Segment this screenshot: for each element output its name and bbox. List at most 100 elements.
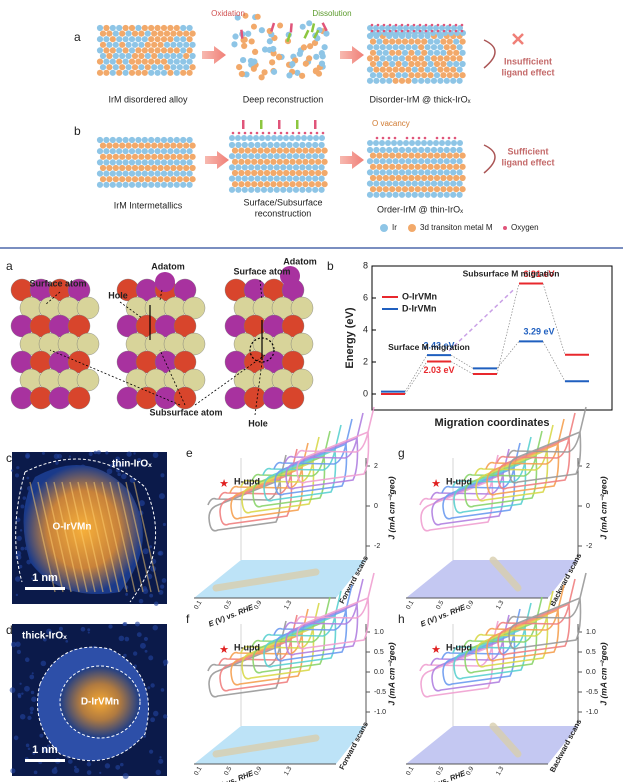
atom [116,159,123,166]
arrow [340,46,364,64]
noise [155,769,161,775]
atom [286,153,293,160]
atom [369,38,377,45]
atom [414,72,421,79]
atom [437,158,444,165]
atom [109,181,116,188]
noise [42,637,47,642]
label: Dissolution [312,9,351,18]
atom [408,49,415,56]
atom [451,140,457,146]
atom [96,181,104,188]
atom [418,55,425,62]
atom [386,55,393,62]
atom [163,176,171,183]
atom [415,25,421,31]
atom [148,159,155,166]
cv-curve [284,412,364,490]
atom [119,153,126,160]
atom [433,25,439,31]
image-letter: d [6,623,13,637]
atom [273,175,280,182]
atom [424,55,431,62]
atom [308,181,315,188]
atom [424,169,431,176]
value-label: 6.91 eV [523,269,554,279]
atom [103,36,110,43]
label: Subsurface atom [149,407,222,417]
atom [366,55,374,62]
atom [301,135,307,141]
atom [403,140,409,146]
annotation: Subsurface M migration [463,268,560,278]
noise [158,493,165,500]
atom [99,164,107,172]
scan-arrow [212,568,320,592]
atom [128,136,136,144]
lattice [109,481,136,593]
atom [170,41,177,48]
atom [160,47,168,54]
atom [157,41,164,48]
atom [443,77,450,84]
atom [176,142,183,149]
atom [144,142,151,149]
atom [411,158,418,165]
panel-letter: g [398,446,405,460]
atom [382,152,389,159]
atom [369,60,377,68]
atom [385,25,391,31]
atom [148,181,155,188]
oxygen [382,29,386,33]
cv-curve [284,578,364,656]
atom [405,44,412,51]
oxygen [442,23,446,27]
atom [151,153,158,160]
atom [151,142,158,149]
oxygen [423,136,427,140]
oxygen [418,23,422,27]
atom [379,158,386,165]
atom [99,153,107,160]
atom [401,60,409,68]
atom [443,158,450,165]
atom [424,180,431,187]
atom [141,47,148,54]
atom [135,159,142,166]
atom [186,24,193,32]
atom [250,65,257,72]
atom [241,164,248,171]
atom [295,158,303,165]
atom [160,69,168,76]
floor [406,560,578,598]
atom [189,41,196,48]
noise [134,621,140,627]
atom [437,191,444,198]
sphere [290,296,314,320]
atom [260,141,268,149]
arrows [149,305,263,360]
atom [302,158,309,165]
atom [103,136,110,144]
atom [392,44,399,51]
atom [319,53,326,60]
noise [93,450,98,455]
atom [294,69,301,76]
atom [312,67,320,74]
noise [115,456,121,462]
atom [389,163,396,170]
noise [26,476,30,480]
atom [167,136,174,144]
atom [427,60,434,68]
atom [306,20,313,27]
atom [433,174,441,182]
legend-label: D-IrVMn [402,303,437,313]
noise [96,450,101,455]
atom [144,41,151,48]
sphere [173,386,197,410]
atom [453,60,460,68]
atom [148,148,155,155]
atom [176,176,183,183]
atom [251,158,258,165]
atom [180,47,187,54]
